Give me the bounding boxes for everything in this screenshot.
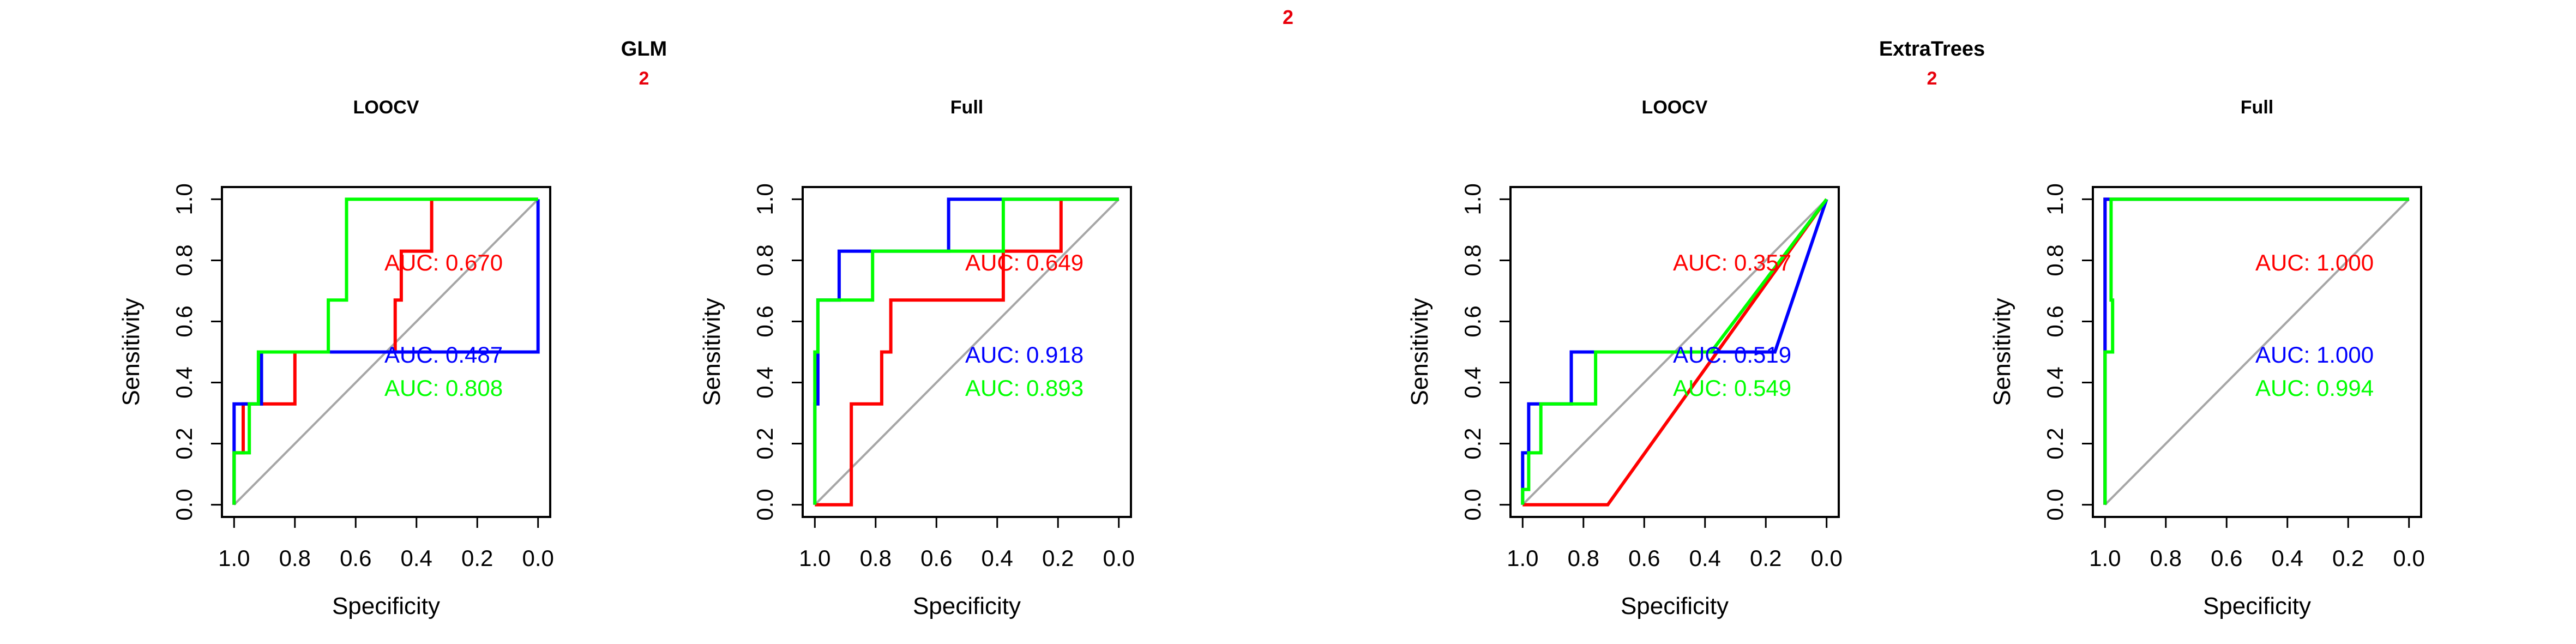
x-tick-label: 0.4 xyxy=(982,545,1013,571)
y-tick-label: 1.0 xyxy=(752,183,778,215)
y-tick-label: 0.0 xyxy=(752,489,778,520)
x-tick-label: 0.8 xyxy=(279,545,311,571)
roc-curve-red xyxy=(815,197,1119,507)
x-tick-label: 0.2 xyxy=(1750,545,1781,571)
x-tick-label: 0.6 xyxy=(1628,545,1660,571)
y-axis-label: Sensitivity xyxy=(118,298,145,406)
auc-label-red: AUC: 0.670 xyxy=(384,250,503,275)
panel-title: Full xyxy=(2241,97,2273,118)
x-tick-label: 0.4 xyxy=(1689,545,1721,571)
auc-label-red: AUC: 0.357 xyxy=(1673,250,1791,275)
roc-panel: LOOCV AUC: 0.357 AUC: 0.519 AUC: 0.549 1.0 0.… xyxy=(1406,97,1843,619)
x-tick-label: 1.0 xyxy=(2089,545,2121,571)
y-tick-label: 0.6 xyxy=(171,305,197,337)
x-tick-label: 0.0 xyxy=(522,545,554,571)
y-tick-label: 0.6 xyxy=(2042,305,2068,337)
y-tick-label: 0.8 xyxy=(752,244,778,276)
x-tick-label: 0.2 xyxy=(1042,545,1074,571)
y-tick-label: 0.0 xyxy=(171,489,197,520)
group-title-glm: GLM xyxy=(621,38,667,61)
roc-panel: Full AUC: 1.000 AUC: 1.000 AUC: 0.994 1.0 0.8… xyxy=(1989,97,2425,619)
group-sub-label-glm: 2 xyxy=(639,68,649,89)
x-tick-label: 0.8 xyxy=(860,545,892,571)
diagonal-reference-line xyxy=(2104,198,2410,506)
y-tick-label: 0.2 xyxy=(1460,428,1485,459)
auc-label-blue: AUC: 1.000 xyxy=(2255,342,2374,368)
y-tick-label: 1.0 xyxy=(171,183,197,215)
diagonal-reference-line xyxy=(814,198,1120,506)
y-axis-label: Sensitivity xyxy=(1406,298,1433,406)
x-tick-label: 0.4 xyxy=(2272,545,2303,571)
y-tick-label: 0.8 xyxy=(171,244,197,276)
x-tick-label: 0.2 xyxy=(2332,545,2364,571)
panels: LOOCV AUC: 0.670 AUC: 0.487 AUC: 0.808 1.0 0.… xyxy=(118,97,2425,619)
roc-curve-green xyxy=(2103,197,2409,505)
y-tick-label: 0.8 xyxy=(2042,244,2068,276)
y-tick-label: 1.0 xyxy=(1460,183,1485,215)
y-tick-label: 0.0 xyxy=(2042,489,2068,520)
y-tick-label: 0.4 xyxy=(2042,366,2068,398)
roc-panel: Full AUC: 0.649 AUC: 0.918 AUC: 0.893 1.0 0.8… xyxy=(699,97,1135,619)
x-tick-label: 1.0 xyxy=(1507,545,1538,571)
roc-curve-red xyxy=(1522,198,1828,507)
y-axis-label: Sensitivity xyxy=(1989,298,2015,406)
x-axis-label: Specificity xyxy=(2203,593,2311,619)
y-tick-label: 0.4 xyxy=(1460,366,1485,398)
panel-title: LOOCV xyxy=(353,97,419,118)
y-tick-label: 0.8 xyxy=(1460,244,1485,276)
x-tick-label: 0.4 xyxy=(401,545,432,571)
auc-label-red: AUC: 1.000 xyxy=(2255,250,2374,275)
x-tick-label: 0.6 xyxy=(2211,545,2242,571)
y-tick-label: 0.6 xyxy=(752,305,778,337)
y-tick-label: 0.2 xyxy=(2042,428,2068,459)
x-axis-label: Specificity xyxy=(1621,593,1729,619)
auc-label-blue: AUC: 0.918 xyxy=(965,342,1084,368)
y-tick-label: 0.6 xyxy=(1460,305,1485,337)
x-axis-label: Specificity xyxy=(332,593,440,619)
group-sub-label-extratrees: 2 xyxy=(1927,68,1937,89)
figure-top-label: 2 xyxy=(1283,6,1293,28)
x-tick-label: 0.8 xyxy=(1568,545,1599,571)
roc-curve-green xyxy=(232,197,538,505)
x-tick-label: 0.8 xyxy=(2150,545,2182,571)
x-tick-label: 0.6 xyxy=(920,545,952,571)
panel-title: LOOCV xyxy=(1642,97,1708,118)
y-axis-label: Sensitivity xyxy=(699,298,725,406)
auc-label-blue: AUC: 0.519 xyxy=(1673,342,1791,368)
roc-panel: LOOCV AUC: 0.670 AUC: 0.487 AUC: 0.808 1.0 0.… xyxy=(118,97,554,619)
panel-title: Full xyxy=(950,97,983,118)
y-tick-label: 0.0 xyxy=(1460,489,1485,520)
group-title-extratrees: ExtraTrees xyxy=(1879,38,1985,61)
x-tick-label: 0.2 xyxy=(461,545,493,571)
auc-label-red: AUC: 0.649 xyxy=(965,250,1084,275)
auc-label-blue: AUC: 0.487 xyxy=(384,342,503,368)
y-tick-label: 0.2 xyxy=(171,428,197,459)
x-tick-label: 1.0 xyxy=(218,545,250,571)
roc-curve-green xyxy=(1521,198,1828,505)
x-tick-label: 0.6 xyxy=(340,545,371,571)
auc-label-green: AUC: 0.808 xyxy=(384,375,503,401)
x-tick-label: 1.0 xyxy=(799,545,830,571)
x-tick-label: 0.0 xyxy=(1103,545,1135,571)
auc-label-green: AUC: 0.549 xyxy=(1673,375,1791,401)
y-tick-label: 1.0 xyxy=(2042,183,2068,215)
y-tick-label: 0.4 xyxy=(752,366,778,398)
auc-label-green: AUC: 0.893 xyxy=(965,375,1084,401)
x-axis-label: Specificity xyxy=(913,593,1021,619)
y-tick-label: 0.4 xyxy=(171,366,197,398)
roc-curve-green xyxy=(813,197,1119,505)
x-tick-label: 0.0 xyxy=(1811,545,1843,571)
x-tick-label: 0.0 xyxy=(2393,545,2425,571)
auc-label-green: AUC: 0.994 xyxy=(2255,375,2374,401)
y-tick-label: 0.2 xyxy=(752,428,778,459)
